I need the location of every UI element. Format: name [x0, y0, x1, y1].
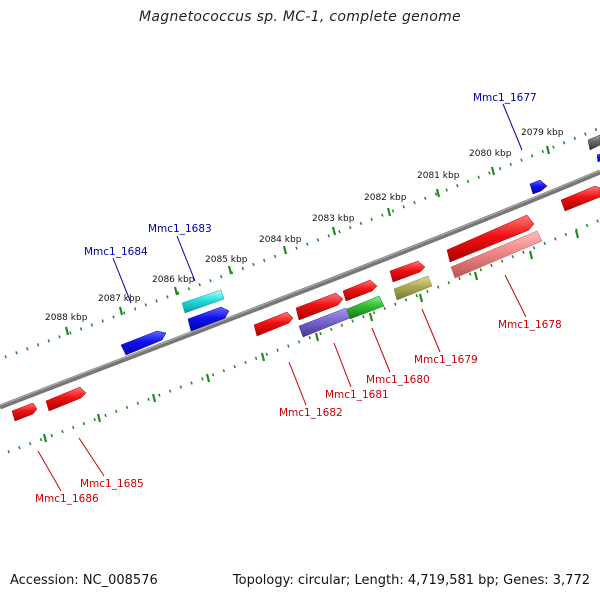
- kbp-tick-2087: [118, 306, 124, 316]
- kbp-tick-2088: [64, 326, 70, 336]
- kbp-tick-2080: [490, 166, 496, 176]
- gene-blue-edge[interactable]: [596, 153, 600, 163]
- lower-tick-marks: [42, 229, 580, 443]
- kbp-tick-2085: [227, 265, 233, 275]
- kbp-tick-2081: [435, 188, 441, 198]
- kbp-label-2084: 2084 kbp: [259, 235, 302, 245]
- gene-mmc1-1680[interactable]: [342, 279, 378, 302]
- kbp-label-2081: 2081 kbp: [417, 171, 460, 181]
- genome-backbone: [0, 169, 600, 410]
- gene-label-mmc1-1680: Mmc1_1680: [366, 374, 430, 386]
- upper-scale-track: [4, 126, 600, 359]
- callout-lines: [37, 103, 527, 492]
- gene-gray-edge[interactable]: [587, 134, 600, 151]
- gene-mmc1-1681[interactable]: [295, 292, 344, 321]
- gene-red-edge[interactable]: [560, 185, 600, 212]
- gene-mmc1-1679[interactable]: [389, 260, 426, 283]
- gene-label-mmc1-1686: Mmc1_1686: [35, 493, 99, 505]
- kbp-label-2086: 2086 kbp: [152, 275, 195, 285]
- gene-mmc1-1677[interactable]: [529, 179, 548, 195]
- gene-label-mmc1-1681: Mmc1_1681: [325, 389, 389, 401]
- accession-label: Accession: NC_008576: [10, 573, 158, 588]
- kbp-labels: 2079 kbp 2080 kbp 2081 kbp 2082 kbp 2083…: [45, 128, 564, 323]
- kbp-tick-2084: [282, 245, 288, 255]
- gene-labels: Mmc1_1677 Mmc1_1683 Mmc1_1684 Mmc1_1678 …: [35, 92, 562, 505]
- kbp-label-2085: 2085 kbp: [205, 255, 248, 265]
- kbp-tick-2082: [386, 207, 392, 217]
- kbp-tick-marks: [64, 145, 551, 336]
- gene-mmc1-1685[interactable]: [45, 386, 87, 412]
- kbp-tick-2079: [545, 145, 551, 155]
- gene-label-mmc1-1679: Mmc1_1679: [414, 354, 478, 366]
- gene-label-mmc1-1684: Mmc1_1684: [84, 246, 148, 258]
- kbp-label-2080: 2080 kbp: [469, 149, 512, 159]
- kbp-tick-2083: [331, 226, 337, 236]
- map-title: Magnetococcus sp. MC-1, complete genome: [139, 9, 461, 25]
- kbp-label-2082: 2082 kbp: [364, 193, 407, 203]
- kbp-label-2088: 2088 kbp: [45, 313, 88, 323]
- kbp-label-2087: 2087 kbp: [98, 294, 141, 304]
- gene-mmc1-1684[interactable]: [120, 330, 167, 356]
- gene-label-mmc1-1677: Mmc1_1677: [473, 92, 537, 104]
- gene-label-mmc1-1685: Mmc1_1685: [80, 478, 144, 490]
- gene-mmc1-1678[interactable]: [446, 214, 535, 263]
- kbp-label-2079: 2079 kbp: [521, 128, 564, 138]
- gene-label-mmc1-1683: Mmc1_1683: [148, 223, 212, 235]
- gene-mmc1-1679-olive[interactable]: [393, 275, 433, 301]
- gene-label-mmc1-1682: Mmc1_1682: [279, 407, 343, 419]
- genome-summary: Topology: circular; Length: 4,719,581 bp…: [232, 573, 590, 588]
- genome-backbone-highlight: [0, 169, 600, 407]
- gene-mmc1-1682[interactable]: [253, 311, 294, 337]
- kbp-label-2083: 2083 kbp: [312, 214, 355, 224]
- gene-mmc1-1686[interactable]: [11, 402, 38, 422]
- reverse-strand-genes: [120, 134, 600, 356]
- kbp-tick-2086: [173, 286, 179, 296]
- gene-mmc1-1683-cyan[interactable]: [181, 289, 225, 314]
- gene-mmc1-1680-green[interactable]: [346, 295, 385, 320]
- gene-mmc1-1683[interactable]: [187, 306, 230, 332]
- gene-mmc1-1678-pink[interactable]: [450, 230, 543, 279]
- forward-strand-genes: [11, 185, 600, 422]
- gene-label-mmc1-1678: Mmc1_1678: [498, 319, 562, 331]
